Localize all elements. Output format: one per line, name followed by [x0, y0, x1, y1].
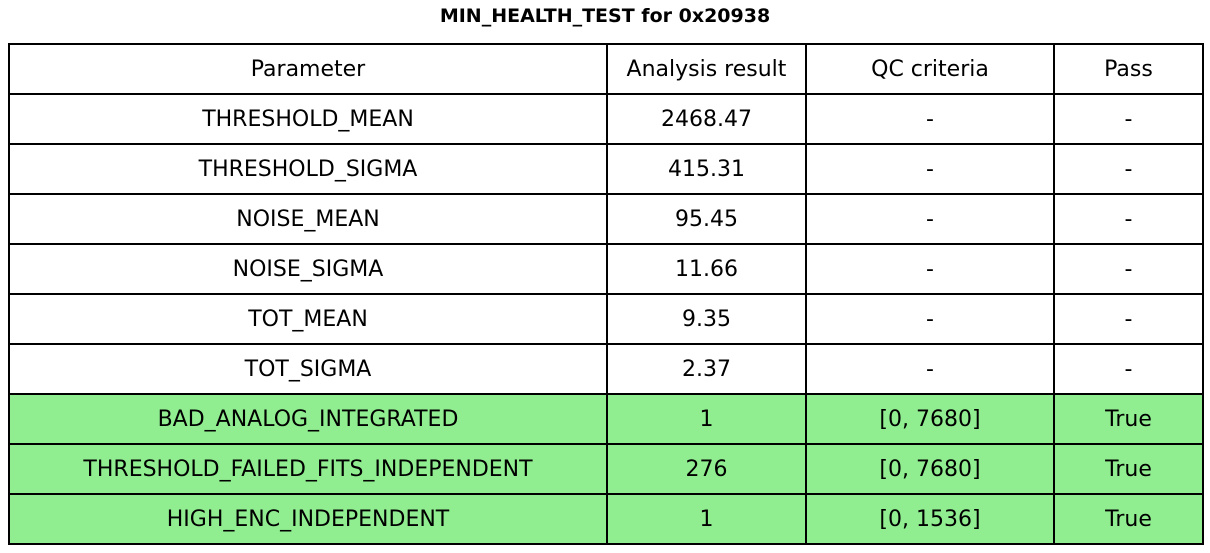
- page-title: MIN_HEALTH_TEST for 0x20938: [439, 5, 771, 27]
- table-row: HIGH_ENC_INDEPENDENT 1 [0, 1536] True: [8, 493, 1204, 545]
- table-row: NOISE_SIGMA 11.66 - -: [8, 243, 1204, 295]
- cell-analysis-result: 2468.47: [606, 93, 807, 145]
- column-header-analysis-result: Analysis result: [606, 43, 807, 95]
- cell-qc-criteria: -: [805, 93, 1055, 145]
- cell-parameter: NOISE_MEAN: [8, 193, 608, 245]
- column-header-parameter: Parameter: [8, 43, 608, 95]
- cell-qc-criteria: -: [805, 343, 1055, 395]
- table-row: TOT_SIGMA 2.37 - -: [8, 343, 1204, 395]
- cell-analysis-result: 1: [606, 393, 807, 445]
- table-row: BAD_ANALOG_INTEGRATED 1 [0, 7680] True: [8, 393, 1204, 445]
- column-header-qc-criteria: QC criteria: [805, 43, 1055, 95]
- cell-parameter: TOT_SIGMA: [8, 343, 608, 395]
- table-row: THRESHOLD_FAILED_FITS_INDEPENDENT 276 [0…: [8, 443, 1204, 495]
- cell-pass: -: [1053, 193, 1204, 245]
- cell-pass: True: [1053, 493, 1204, 545]
- cell-pass: True: [1053, 393, 1204, 445]
- cell-analysis-result: 9.35: [606, 293, 807, 345]
- cell-qc-criteria: -: [805, 193, 1055, 245]
- table-row: TOT_MEAN 9.35 - -: [8, 293, 1204, 345]
- cell-parameter: BAD_ANALOG_INTEGRATED: [8, 393, 608, 445]
- header-row: Parameter Analysis result QC criteria Pa…: [8, 43, 1204, 95]
- cell-pass: -: [1053, 293, 1204, 345]
- cell-qc-criteria: [0, 7680]: [805, 393, 1055, 445]
- cell-pass: True: [1053, 443, 1204, 495]
- cell-analysis-result: 2.37: [606, 343, 807, 395]
- table-row: NOISE_MEAN 95.45 - -: [8, 193, 1204, 245]
- cell-analysis-result: 415.31: [606, 143, 807, 195]
- cell-parameter: THRESHOLD_MEAN: [8, 93, 608, 145]
- cell-parameter: THRESHOLD_FAILED_FITS_INDEPENDENT: [8, 443, 608, 495]
- cell-analysis-result: 1: [606, 493, 807, 545]
- cell-pass: -: [1053, 143, 1204, 195]
- cell-qc-criteria: -: [805, 293, 1055, 345]
- column-header-pass: Pass: [1053, 43, 1204, 95]
- cell-pass: -: [1053, 93, 1204, 145]
- qc-table: Parameter Analysis result QC criteria Pa…: [8, 43, 1204, 545]
- cell-pass: -: [1053, 243, 1204, 295]
- table-row: THRESHOLD_SIGMA 415.31 - -: [8, 143, 1204, 195]
- cell-analysis-result: 11.66: [606, 243, 807, 295]
- cell-parameter: HIGH_ENC_INDEPENDENT: [8, 493, 608, 545]
- cell-qc-criteria: -: [805, 243, 1055, 295]
- cell-pass: -: [1053, 343, 1204, 395]
- cell-analysis-result: 95.45: [606, 193, 807, 245]
- cell-parameter: THRESHOLD_SIGMA: [8, 143, 608, 195]
- cell-qc-criteria: -: [805, 143, 1055, 195]
- table-row: THRESHOLD_MEAN 2468.47 - -: [8, 93, 1204, 145]
- cell-analysis-result: 276: [606, 443, 807, 495]
- cell-parameter: TOT_MEAN: [8, 293, 608, 345]
- cell-qc-criteria: [0, 1536]: [805, 493, 1055, 545]
- cell-parameter: NOISE_SIGMA: [8, 243, 608, 295]
- cell-qc-criteria: [0, 7680]: [805, 443, 1055, 495]
